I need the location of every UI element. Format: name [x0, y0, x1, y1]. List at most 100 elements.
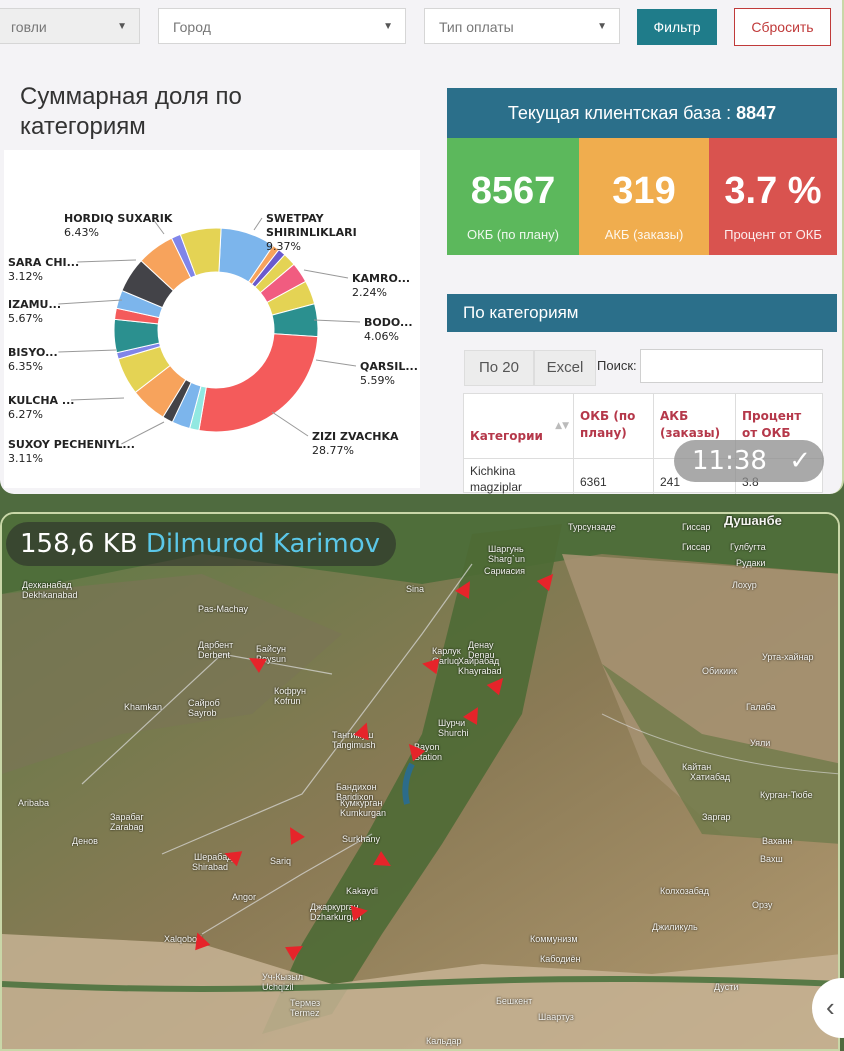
pie-label-connector [303, 269, 349, 279]
map-place-label: Лохур [732, 580, 757, 590]
map-place-label: Термез [290, 998, 321, 1008]
pie-label-name: SARA CHI... [8, 256, 79, 269]
map-place-label: Shurchi [438, 728, 469, 738]
pie-slice[interactable] [179, 227, 222, 277]
pie-label-connector [271, 411, 309, 437]
pie-label-name: QARSIL... [360, 360, 418, 373]
map-place-label: Sharg`un [488, 554, 526, 564]
pie-label-name: KAMRO... [352, 272, 410, 285]
map-place-label: Колхозабад [660, 886, 709, 896]
column-header-okb[interactable]: ОКБ (по плану) [574, 394, 654, 458]
kpi-percent-value: 3.7 % [724, 170, 822, 212]
map-place-label: Shirabad [192, 862, 229, 872]
read-check-icon: ✓ [789, 446, 811, 476]
region-select-value: говли [11, 19, 47, 35]
map-place-label: Галаба [746, 702, 776, 712]
map-place-label: Денов [72, 836, 98, 846]
pie-label-name: IZAMU... [8, 298, 61, 311]
excel-export-button[interactable]: Excel [534, 350, 596, 386]
map-place-label: Xalqobod [164, 934, 203, 944]
payment-type-select[interactable]: Тип оплаты ▼ [424, 8, 620, 44]
column-header-category[interactable]: Категории ▲▼ [464, 394, 574, 458]
kpi-percent-label: Процент от ОКБ [724, 227, 822, 242]
column-header-percent-label: Процент от ОКБ [742, 409, 802, 440]
map-place-label: Кумкурган [340, 798, 383, 808]
filter-button[interactable]: Фильтр [637, 9, 717, 45]
kpi-card-akb: 319 АКБ (заказы) [579, 138, 709, 255]
pie-label-value: 3.11% [8, 452, 43, 465]
sender-name[interactable]: Dilmurod Karimov [145, 529, 380, 559]
satellite-map [2, 514, 838, 1049]
search-input[interactable] [640, 349, 823, 383]
client-base-value: 8847 [736, 103, 777, 123]
caret-down-icon: ▼ [383, 21, 393, 32]
map-place-label: Surkhany [342, 834, 381, 844]
column-header-category-label: Категории [470, 429, 543, 443]
map-place-label: Кабодиён [540, 954, 581, 964]
map-place-label: Baridixon [336, 792, 374, 802]
client-base-header: Текущая клиентская база : 8847 [447, 88, 837, 138]
pie-slice[interactable] [198, 333, 319, 433]
map-place-label: Zarabag [110, 822, 144, 832]
page-size-button[interactable]: По 20 [464, 350, 534, 386]
map-place-label: Хайрабад [458, 656, 500, 666]
pie-label-value: 28.77% [312, 444, 354, 457]
map-place-label: Гиссар [682, 522, 711, 532]
pie-label-connector [58, 299, 123, 305]
map-place-label: Дарбент [198, 640, 234, 650]
column-header-akb-label: АКБ (заказы) [660, 409, 721, 440]
kpi-card-okb: 8567 ОКБ (по плану) [447, 138, 579, 255]
map-place-label: Sayrob [188, 708, 217, 718]
map-place-label: Bayon [414, 742, 440, 752]
map-place-label: Заргар [702, 812, 731, 822]
map-place-label: Ваханн [762, 836, 793, 846]
kpi-akb-value: 319 [612, 170, 676, 212]
pie-label-value: 6.35% [8, 360, 43, 373]
city-select[interactable]: Город ▼ [158, 8, 406, 44]
map-place-label: Денау [468, 640, 494, 650]
map-place-label: Шаргунь [488, 544, 524, 554]
map-place-label: Kumkurgan [340, 808, 387, 818]
map-place-label: Карлук [432, 646, 461, 656]
pie-label-connector [315, 359, 357, 367]
table-cell: Kichkina magziplar [464, 458, 574, 494]
pie-label-value: 3.12% [8, 270, 43, 283]
map-marker-arrow [350, 902, 370, 922]
map-place-label: Курган-Тюбе [760, 790, 813, 800]
kpi-okb-value: 8567 [470, 170, 556, 212]
region-select[interactable]: говли ▼ [0, 8, 140, 44]
map-place-label: Уч-Кызыл [262, 972, 303, 982]
map-marker-arrow [420, 655, 440, 675]
map-place-label: Хатиабад [690, 772, 731, 782]
map-place-label: Бешкент [496, 996, 533, 1006]
file-size-badge: 158,6 KB Dilmurod Karimov [6, 522, 396, 566]
pie-label-value: 4.06% [364, 330, 399, 343]
caret-down-icon: ▼ [117, 21, 127, 32]
file-size: 158,6 KB [20, 529, 138, 559]
filter-bar: говли ▼ Город ▼ Тип оплаты ▼ Фильтр Сбро… [0, 8, 842, 46]
map-place-label: Derbent [198, 650, 231, 660]
map-place-label: Сариасия [484, 566, 526, 576]
map-place-label: Denau [468, 650, 495, 660]
map-place-label: Dzharkurgan [310, 912, 362, 922]
column-header-percent[interactable]: Процент от ОКБ [736, 394, 824, 458]
pie-chart-title: Суммарная доля по категориям [20, 83, 242, 140]
map-place-label: Турсунзаде [568, 522, 616, 532]
map-place-label: Sariq [270, 856, 292, 866]
map-place-label: Дехканабад [22, 580, 72, 590]
map-place-label: Kakaydi [346, 886, 379, 896]
map-place-label: Байсун [256, 644, 286, 654]
pie-label-name: SUXOY PECHENIYL... [8, 438, 135, 451]
caret-down-icon: ▼ [597, 21, 607, 32]
client-base-label: Текущая клиентская база : [507, 103, 732, 123]
pie-label-connector [77, 259, 137, 263]
map-image-message[interactable]: Турсунзаде Гиссар Душанбе Гиссар Гулбугта Руд… [0, 512, 840, 1051]
kpi-okb-label: ОКБ (по плану) [467, 227, 559, 242]
payment-type-select-value: Тип оплаты [439, 19, 514, 35]
map-place-label: Сайроб [188, 698, 220, 708]
dashboard-screenshot-card: говли ▼ Город ▼ Тип оплаты ▼ Фильтр Сбро… [0, 0, 844, 494]
map-place-label: Kofrun [274, 696, 301, 706]
reset-button[interactable]: Сбросить [734, 8, 831, 46]
column-header-akb[interactable]: АКБ (заказы) [654, 394, 736, 458]
